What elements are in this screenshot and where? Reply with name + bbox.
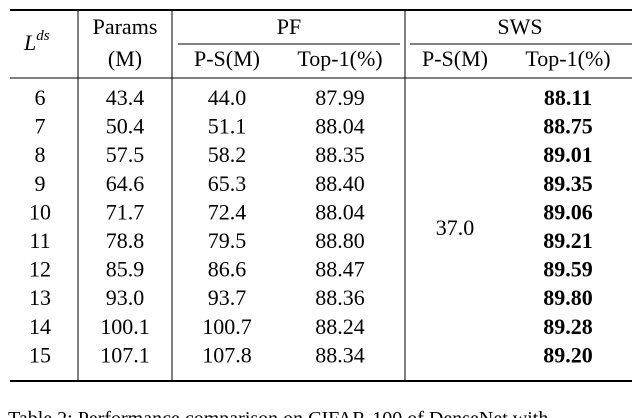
table-cell: 88.11 bbox=[544, 85, 592, 110]
table-cell: 12 bbox=[29, 257, 51, 282]
table-cell: 88.24 bbox=[315, 314, 365, 339]
header-text: L bbox=[23, 30, 36, 55]
table-cell: 78.8 bbox=[106, 228, 145, 253]
table-cell: 8 bbox=[35, 142, 46, 167]
table-cell: 51.1 bbox=[208, 114, 247, 139]
table-cell: 88.75 bbox=[543, 114, 593, 139]
table-cell: 88.40 bbox=[315, 171, 365, 196]
header-cell: Top-1(%) bbox=[525, 46, 610, 71]
table-cell: 57.5 bbox=[106, 142, 145, 167]
table-cell: 58.2 bbox=[208, 142, 247, 167]
table-cell: 13 bbox=[29, 285, 51, 310]
table-cell: 11 bbox=[29, 228, 50, 253]
table-cell: 14 bbox=[29, 314, 51, 339]
header-superscript: ds bbox=[36, 28, 50, 44]
table-cell: 89.59 bbox=[543, 257, 593, 282]
table-cell: 50.4 bbox=[106, 114, 145, 139]
table-cell: 88.35 bbox=[315, 142, 365, 167]
table-cell: 86.6 bbox=[208, 257, 247, 282]
table-cell: 88.04 bbox=[315, 199, 365, 224]
table-cell: 7 bbox=[35, 114, 46, 139]
table-cell: 88.04 bbox=[315, 114, 365, 139]
table-cell: 93.7 bbox=[208, 285, 247, 310]
table-cell: 65.3 bbox=[208, 171, 247, 196]
table-cell: 89.35 bbox=[543, 171, 593, 196]
table-cell: 87.99 bbox=[315, 85, 365, 110]
table-cell: 89.21 bbox=[543, 228, 593, 253]
header-cell: (M) bbox=[108, 46, 142, 71]
table-cell: 15 bbox=[29, 342, 51, 367]
table-cell: 93.0 bbox=[106, 285, 145, 310]
table-cell: 44.0 bbox=[208, 85, 247, 110]
table-cell: 100.1 bbox=[100, 314, 150, 339]
table-cell: 89.01 bbox=[543, 142, 593, 167]
table-cell: 100.7 bbox=[202, 314, 252, 339]
table-cell: 72.4 bbox=[208, 199, 247, 224]
caption: Table 2: Performance comparison on CIFAR… bbox=[8, 408, 548, 418]
table-cell: 85.9 bbox=[106, 257, 145, 282]
table-cell: 9 bbox=[35, 171, 46, 196]
header-cell: Lds bbox=[23, 28, 50, 55]
table-cell: 6 bbox=[35, 85, 46, 110]
header-cell: SWS bbox=[497, 14, 542, 39]
table-cell: 89.20 bbox=[543, 342, 593, 367]
table-cell: 107.1 bbox=[100, 342, 150, 367]
header-cell: Params bbox=[93, 14, 158, 39]
header-cell: Top-1(%) bbox=[297, 46, 382, 71]
merged-cell: 37.0 bbox=[436, 215, 475, 240]
header-cell: P-S(M) bbox=[194, 46, 260, 71]
table-cell: 88.47 bbox=[315, 257, 365, 282]
table-cell: 89.28 bbox=[543, 314, 593, 339]
table-cell: 88.36 bbox=[315, 285, 365, 310]
table-cell: 79.5 bbox=[208, 228, 247, 253]
header-cell: PF bbox=[277, 14, 301, 39]
table-cell: 10 bbox=[29, 199, 51, 224]
table-cell: 89.80 bbox=[543, 285, 593, 310]
header-cell: P-S(M) bbox=[422, 46, 488, 71]
table-cell: 89.06 bbox=[543, 199, 593, 224]
table-cell: 88.34 bbox=[315, 342, 365, 367]
table-cell: 107.8 bbox=[202, 342, 252, 367]
table-cell: 71.7 bbox=[106, 199, 145, 224]
table-cell: 64.6 bbox=[106, 171, 145, 196]
table-cell: 88.80 bbox=[315, 228, 365, 253]
table-cell: 43.4 bbox=[106, 85, 145, 110]
